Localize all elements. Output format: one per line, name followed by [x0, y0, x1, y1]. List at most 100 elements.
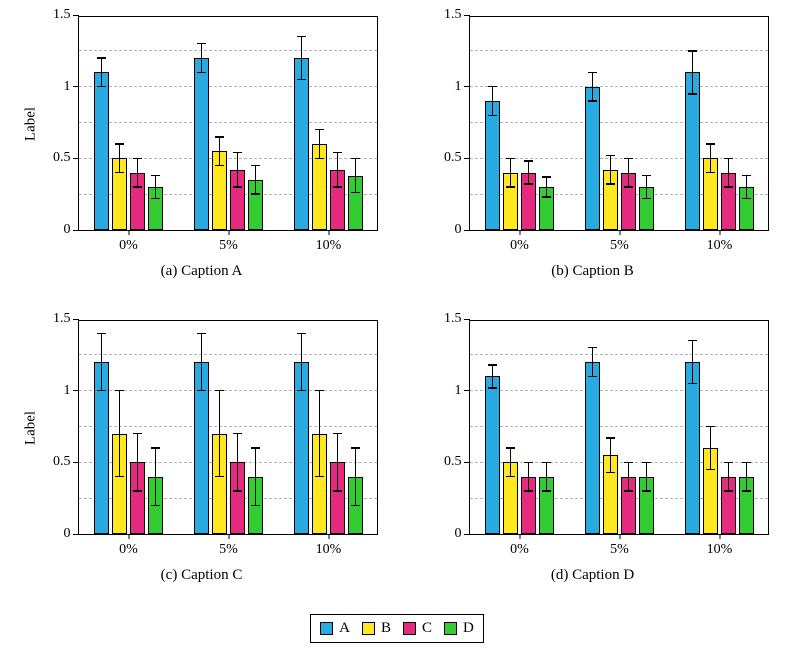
y-axis-label [411, 16, 433, 231]
gridline [469, 157, 768, 159]
error-bar-cap [333, 186, 342, 188]
error-bar-line [236, 433, 239, 491]
legend-item-a: A [320, 620, 350, 637]
error-bar-line [218, 390, 221, 477]
bar-a [485, 101, 500, 230]
error-bar-cap [524, 183, 533, 185]
gridline [469, 50, 768, 52]
y-tick-mark [463, 229, 470, 231]
error-bar-line [591, 72, 594, 101]
error-bar-line [300, 36, 303, 80]
y-tick-mark [463, 318, 470, 320]
error-bar-cap [642, 197, 651, 200]
error-bar-line [491, 86, 494, 116]
bar-a [585, 86, 600, 230]
legend-item-b: B [361, 620, 391, 637]
error-bar-cap [133, 432, 142, 435]
y-tick-label: 0.5 [53, 454, 71, 470]
error-bar-line [609, 437, 612, 473]
y-tick-label: 0 [63, 222, 71, 237]
y-axis-label-text: Label [22, 410, 38, 445]
error-bar-cap [506, 157, 515, 160]
error-bar-cap [97, 85, 106, 88]
legend-swatch-d [444, 622, 458, 635]
plot-wrap: 0 0.5 1 1.5 0% 5% 10% [53, 312, 378, 557]
x-tick-mark [228, 534, 229, 539]
error-bar-cap [151, 197, 160, 200]
error-bar-line [200, 333, 203, 391]
chart-caption: (b) Caption B [551, 263, 634, 279]
error-bar-cap [688, 93, 697, 95]
plot-area: 0 0.5 1 1.5 0% 5% 10% [444, 8, 769, 253]
bar-a [194, 58, 209, 230]
y-tick-mark [72, 461, 79, 463]
chart-d: 0 0.5 1 1.5 0% 5% 10% (d) Caption D [397, 312, 788, 584]
error-bar-cap [724, 186, 733, 188]
chart-caption: (a) Caption A [160, 263, 243, 279]
y-tick-mark [72, 229, 79, 231]
error-bar-cap [588, 100, 597, 102]
x-tick-mark [328, 230, 329, 235]
gridline [469, 193, 768, 195]
legend-swatch-b [361, 622, 375, 635]
x-tick-label: 0% [119, 542, 138, 557]
error-bar-cap [251, 447, 260, 449]
plot-area: 0 0.5 1 1.5 0% 5% 10% [444, 312, 769, 557]
gridline [469, 426, 768, 427]
chart-caption: (c) Caption C [160, 567, 243, 583]
error-bar-cap [151, 447, 160, 449]
x-tick-mark [228, 230, 229, 235]
error-bar-cap [151, 174, 160, 177]
error-bar-line [254, 448, 257, 506]
gridline [78, 461, 377, 463]
y-tick-label: 1.5 [53, 311, 71, 326]
error-bar-cap [724, 490, 733, 492]
y-tick-mark [463, 390, 470, 392]
error-bar-line [745, 462, 748, 491]
y-axis-label-text: Label [22, 106, 38, 141]
error-bar-cap [315, 128, 324, 131]
x-tick-label: 0% [510, 542, 529, 557]
error-bar-cap [197, 332, 206, 335]
error-bar-cap [97, 389, 106, 392]
error-bar-cap [524, 490, 533, 492]
y-tick-mark [72, 14, 79, 16]
y-axis-label: Label [20, 16, 42, 231]
error-bar-cap [742, 490, 751, 492]
error-bar-cap [624, 157, 633, 160]
error-bar-cap [724, 461, 733, 464]
error-bar-cap [351, 447, 360, 449]
error-bar-cap [488, 85, 497, 88]
error-bar-cap [606, 471, 615, 474]
plot-area: 0 0.5 1 1.5 0% 5% 10% [53, 8, 378, 253]
error-bar-cap [215, 389, 224, 392]
error-bar-cap [315, 475, 324, 478]
error-bar-line [100, 58, 103, 87]
error-bar-cap [115, 475, 124, 478]
error-bar-line [727, 158, 730, 187]
error-bar-cap [97, 332, 106, 335]
error-bar-line [136, 433, 139, 491]
error-bar-cap [215, 475, 224, 478]
y-tick-label: 1 [63, 382, 71, 398]
error-bar-cap [688, 339, 697, 342]
error-bar-cap [606, 183, 615, 185]
bar-a [485, 376, 500, 534]
error-bar-cap [706, 468, 715, 471]
error-bar-cap [133, 186, 142, 188]
x-tick-label: 10% [315, 542, 342, 557]
error-bar-line [300, 333, 303, 391]
x-tick-mark [619, 230, 620, 235]
error-bar-line [336, 433, 339, 491]
plot-wrap: 0 0.5 1 1.5 0% 5% 10% [444, 312, 769, 557]
error-bar-line [509, 448, 512, 477]
error-bar-cap [251, 164, 260, 167]
error-bar-line [354, 448, 357, 506]
bar-a [94, 72, 109, 230]
y-tick-label: 0.5 [53, 150, 71, 166]
chart-grid: Label 0 0.5 1 1.5 0% 5% 10% (a) Caption A 0 0.5… [6, 8, 788, 584]
legend-label: D [463, 620, 474, 636]
gridline [78, 497, 377, 499]
error-bar-cap [488, 114, 497, 117]
error-bar-cap [742, 197, 751, 200]
